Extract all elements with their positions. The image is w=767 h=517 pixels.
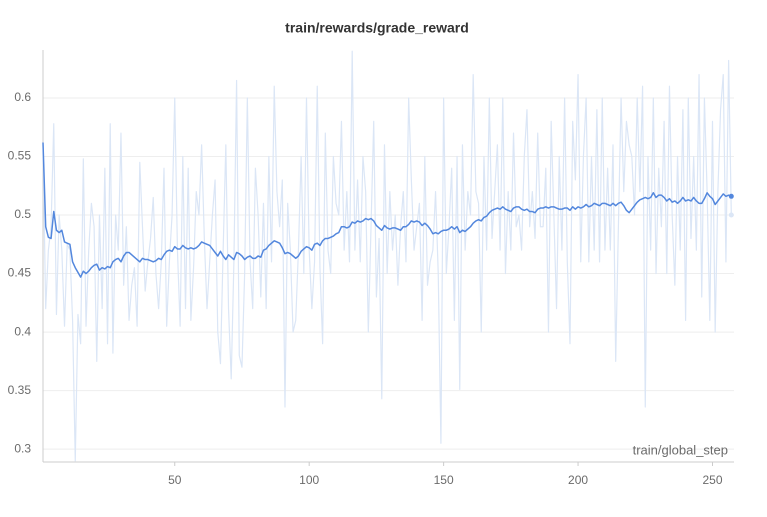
x-tick-label: 200	[568, 473, 588, 487]
end-point	[728, 193, 734, 199]
y-tick-label: 0.35	[8, 383, 32, 397]
y-tick-label: 0.55	[8, 149, 32, 163]
y-tick-label: 0.6	[14, 90, 31, 104]
chart-title: train/rewards/grade_reward	[285, 20, 469, 36]
x-axis-label: train/global_step	[633, 442, 728, 457]
series-line	[42, 50, 732, 462]
x-tick-label: 50	[168, 473, 182, 487]
y-tick-label: 0.4	[14, 324, 31, 338]
y-tick-label: 0.45	[8, 266, 32, 280]
y-tick-label: 0.3	[14, 441, 31, 455]
end-point	[728, 212, 734, 218]
x-tick-label: 100	[299, 473, 319, 487]
y-tick-label: 0.5	[14, 207, 31, 221]
x-tick-label: 250	[702, 473, 722, 487]
x-tick-label: 150	[434, 473, 454, 487]
series-line	[42, 142, 732, 278]
